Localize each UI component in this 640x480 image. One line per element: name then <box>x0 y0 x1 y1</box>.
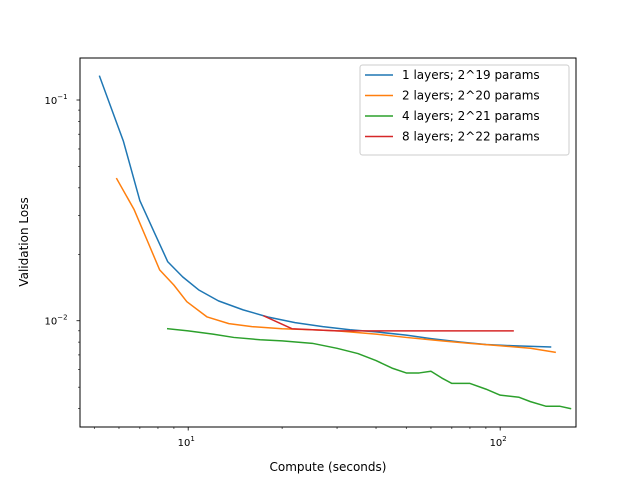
x-axis-label: Compute (seconds) <box>270 460 387 474</box>
legend-box <box>359 64 570 156</box>
plot-area-frame <box>79 57 577 428</box>
legend-label-3: 4 layers; 2^21 params <box>402 109 540 123</box>
legend-label-1: 1 layers; 2^19 params <box>402 68 540 82</box>
series-line-4 <box>263 315 514 332</box>
series-line-2 <box>115 177 556 354</box>
series-line-3 <box>166 327 572 410</box>
axis-ticks: 101 102 10−2 10−1 <box>44 93 506 449</box>
y-tick-label-2: 10−1 <box>44 93 67 107</box>
y-tick-label-1: 10−2 <box>44 314 67 328</box>
y-axis-label: Validation Loss <box>17 197 31 286</box>
legend-label-2: 2 layers; 2^20 params <box>402 89 540 103</box>
x-tick-label-1: 101 <box>178 435 195 449</box>
legend: 1 layers; 2^19 params 2 layers; 2^20 para… <box>359 64 570 156</box>
x-tick-label-2: 102 <box>490 435 507 449</box>
legend-label-4: 8 layers; 2^22 params <box>402 130 540 144</box>
y-tick-exponent: −2 <box>57 314 67 322</box>
x-tick-exponent: 2 <box>502 435 506 443</box>
y-tick-exponent: −1 <box>57 93 67 101</box>
x-tick-exponent: 1 <box>190 435 194 443</box>
plot-lines <box>98 75 572 410</box>
